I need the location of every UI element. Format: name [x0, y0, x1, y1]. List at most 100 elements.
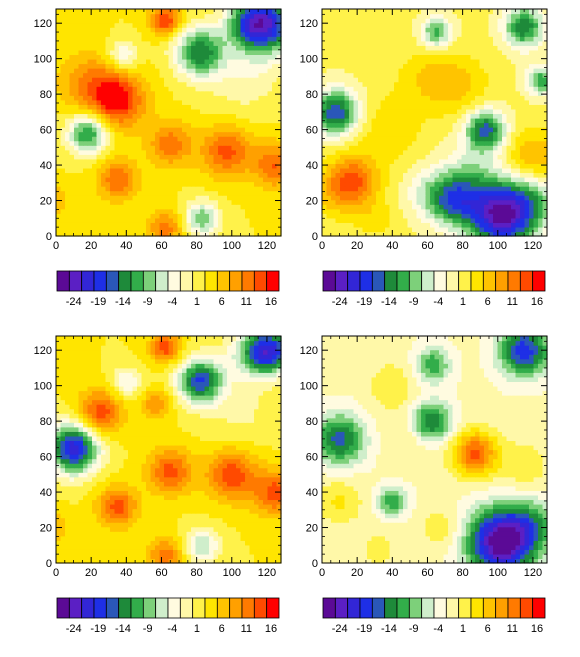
- contour-cell: [236, 127, 242, 133]
- contour-cell: [353, 226, 359, 233]
- contour-cell: [353, 208, 359, 214]
- contour-cell: [542, 222, 548, 228]
- contour-cell: [249, 172, 255, 178]
- contour-cell: [466, 208, 472, 214]
- contour-cell: [385, 81, 391, 87]
- contour-cell: [60, 81, 66, 87]
- contour-cell: [83, 222, 89, 228]
- contour-cell: [520, 36, 526, 42]
- contour-cell: [493, 231, 499, 237]
- contour-cell: [132, 163, 138, 169]
- contour-cell: [533, 45, 539, 51]
- contour-cell: [439, 231, 445, 237]
- contour-cell: [110, 108, 116, 115]
- contour-cell: [173, 195, 179, 201]
- contour-cell: [524, 31, 530, 37]
- contour-cell: [416, 54, 422, 60]
- contour-cell: [349, 108, 355, 115]
- contour-cell: [511, 72, 517, 78]
- contour-cell: [204, 90, 210, 96]
- contour-cell: [542, 77, 548, 83]
- contour-cell: [335, 36, 341, 42]
- contour-cell: [461, 154, 467, 160]
- contour-cell: [533, 90, 539, 96]
- contour-cell: [533, 31, 539, 37]
- contour-cell: [110, 18, 116, 24]
- contour-cell: [488, 49, 494, 55]
- contour-cell: [389, 27, 395, 33]
- contour-cell: [538, 95, 544, 101]
- contour-cell: [452, 167, 458, 174]
- contour-cell: [114, 45, 120, 51]
- contour-cell: [168, 167, 174, 174]
- contour-cell: [65, 95, 71, 101]
- contour-cell: [168, 176, 174, 183]
- contour-cell: [164, 195, 170, 201]
- contour-cell: [218, 22, 224, 28]
- contour-cell: [65, 149, 71, 155]
- contour-cell: [141, 117, 147, 124]
- contour-cell: [412, 222, 418, 228]
- contour-cell: [322, 95, 328, 101]
- contour-cell: [87, 226, 93, 233]
- contour-cell: [114, 49, 120, 55]
- contour-cell: [137, 136, 143, 142]
- contour-cell: [380, 140, 386, 146]
- contour-cell: [78, 68, 84, 74]
- contour-cell: [457, 199, 463, 205]
- contour-cell: [249, 217, 255, 223]
- contour-cell: [56, 104, 62, 110]
- contour-cell: [69, 99, 75, 105]
- contour-cell: [78, 54, 84, 60]
- contour-cell: [371, 186, 377, 192]
- contour-cell: [358, 31, 364, 37]
- contour-cell: [443, 22, 449, 28]
- contour-cell: [240, 49, 246, 55]
- contour-cell: [209, 167, 215, 174]
- colorbar-swatch: [229, 270, 243, 292]
- contour-cell: [331, 36, 337, 42]
- contour-cell: [493, 172, 499, 178]
- contour-cell: [119, 154, 125, 160]
- contour-cell: [331, 99, 337, 105]
- contour-cell: [155, 9, 161, 15]
- contour-cell: [263, 58, 269, 65]
- contour-cell: [218, 54, 224, 60]
- contour-cell: [209, 108, 215, 115]
- contour-cell: [416, 104, 422, 110]
- contour-cell: [119, 199, 125, 205]
- contour-cell: [502, 213, 508, 219]
- contour-cell: [376, 217, 382, 223]
- contour-cell: [538, 68, 544, 74]
- contour-cell: [168, 77, 174, 83]
- contour-cell: [353, 36, 359, 42]
- contour-cell: [249, 127, 255, 133]
- contour-cell: [159, 163, 165, 169]
- contour-cell: [488, 149, 494, 155]
- contour-cell: [249, 113, 255, 119]
- contour-cell: [407, 204, 413, 210]
- contour-cell: [182, 190, 188, 196]
- contour-cell: [209, 213, 215, 219]
- contour-cell: [538, 199, 544, 205]
- contour-cell: [128, 31, 134, 37]
- contour-cell: [258, 199, 264, 205]
- contour-cell: [92, 127, 98, 133]
- contour-cell: [182, 131, 188, 137]
- contour-cell: [168, 145, 174, 151]
- contour-cell: [326, 199, 332, 205]
- contour-cell: [443, 63, 449, 69]
- contour-cell: [245, 167, 251, 174]
- contour-cell: [326, 136, 332, 142]
- contour-cell: [488, 190, 494, 196]
- contour-cell: [529, 77, 535, 83]
- contour-cell: [340, 54, 346, 60]
- contour-cell: [272, 204, 278, 210]
- contour-cell: [439, 226, 445, 233]
- contour-cell: [394, 86, 400, 92]
- contour-cell: [200, 204, 206, 210]
- contour-cell: [213, 22, 219, 28]
- contour-cell: [227, 163, 233, 169]
- contour-cell: [173, 49, 179, 55]
- contour-cell: [538, 231, 544, 237]
